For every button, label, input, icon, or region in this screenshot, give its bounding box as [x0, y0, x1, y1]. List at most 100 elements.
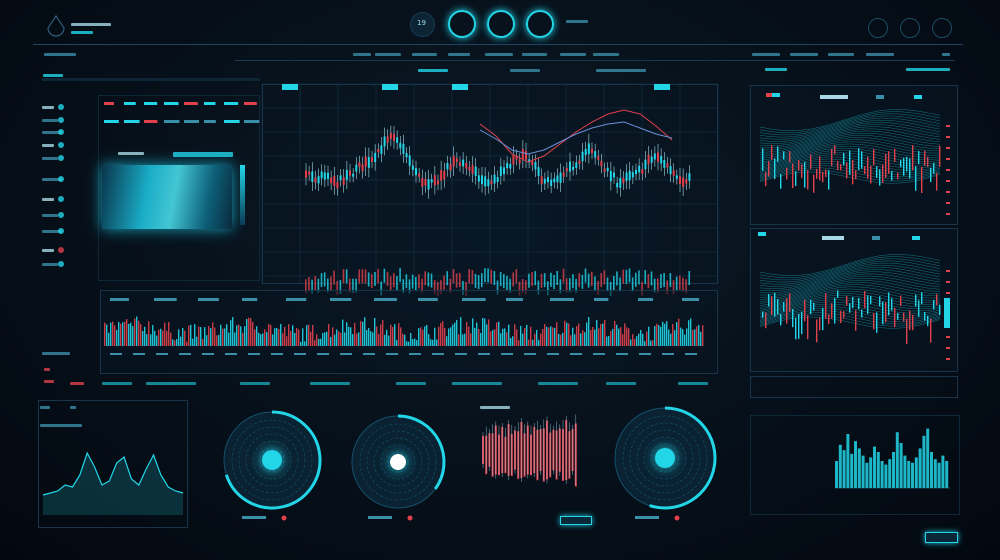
legend-item[interactable] [240, 382, 270, 385]
volume-bar [481, 273, 483, 288]
wave-icon[interactable] [526, 10, 554, 38]
volume-bar [660, 274, 662, 289]
volume-bar [383, 268, 386, 283]
gauge-inner-ring [380, 444, 416, 480]
volume-bar [240, 326, 242, 346]
legend-item[interactable] [310, 382, 350, 385]
tab[interactable] [828, 53, 854, 56]
gauge-inner-ring [366, 430, 430, 494]
candle [569, 161, 571, 172]
tab[interactable] [522, 53, 547, 56]
volume-bar [354, 322, 356, 346]
volume-bar [562, 268, 565, 283]
gauge-inner-ring [245, 433, 299, 487]
volume-bar [648, 326, 650, 346]
toolbar-item[interactable] [596, 69, 646, 72]
sidebar-item[interactable] [42, 214, 58, 217]
volume-bar [452, 324, 454, 346]
right-bottom-candle [894, 307, 896, 327]
tab[interactable] [485, 53, 513, 56]
volume-label [330, 298, 352, 301]
tab[interactable] [866, 53, 894, 56]
volume-bar [606, 277, 609, 292]
pulse-icon[interactable] [448, 10, 476, 38]
tab[interactable] [448, 53, 470, 56]
live-button[interactable] [925, 532, 958, 543]
sidebar-item[interactable] [42, 119, 58, 122]
volume-bar [575, 278, 577, 293]
volume-label [638, 298, 654, 301]
right-top-tick [946, 180, 950, 182]
filter-bar[interactable] [42, 78, 260, 81]
legend-item[interactable] [452, 382, 502, 385]
tab[interactable] [353, 53, 371, 56]
sidebar-item[interactable] [42, 131, 62, 134]
volume-bar [384, 334, 386, 346]
sidebar-item[interactable] [42, 144, 54, 147]
bell-icon[interactable] [900, 18, 920, 38]
legend-item[interactable] [102, 382, 132, 385]
red-bars-action[interactable] [560, 516, 592, 525]
badge-circle[interactable] [410, 12, 435, 37]
sidebar-item[interactable] [42, 249, 54, 252]
toolbar-item[interactable] [510, 69, 540, 72]
wave-icon[interactable] [487, 10, 515, 38]
volume-tick [317, 353, 329, 355]
volume-bar [292, 325, 294, 346]
sidebar-item[interactable] [42, 198, 54, 201]
volume-bar [411, 274, 414, 289]
volume-bar [569, 278, 571, 293]
volume-bar [592, 326, 594, 346]
legend-item[interactable] [396, 382, 426, 385]
sidebar-item[interactable] [42, 178, 62, 181]
volume-bar [427, 272, 430, 287]
sidebar-item[interactable] [42, 263, 58, 266]
toolbar-item[interactable] [418, 69, 448, 72]
tab[interactable] [752, 53, 780, 56]
tab[interactable] [560, 53, 586, 56]
volume-bar [330, 337, 332, 346]
chart-marker [654, 84, 670, 90]
legend-item[interactable] [678, 382, 708, 385]
right-bottom-candle [840, 310, 842, 324]
area-chart-panel [38, 400, 188, 528]
volume-bar [333, 270, 335, 285]
tab[interactable] [790, 53, 818, 56]
candle [474, 166, 477, 176]
tab[interactable] [593, 53, 619, 56]
legend-item[interactable] [538, 382, 578, 385]
right-bottom-candle [813, 302, 815, 311]
right-bottom-candle [888, 292, 890, 316]
volume-bar [404, 334, 406, 346]
sidebar-item[interactable] [42, 106, 54, 109]
tab[interactable] [412, 53, 437, 56]
settings-icon[interactable] [932, 18, 952, 38]
volume-bar [522, 333, 524, 346]
legend-item[interactable] [606, 382, 636, 385]
right-bottom-candle [831, 303, 833, 319]
right-top-candle [915, 166, 917, 191]
user-icon[interactable] [868, 18, 888, 38]
right-bottom-candle [915, 294, 917, 307]
right-top-wave [759, 122, 941, 144]
candle [411, 165, 414, 170]
volume-bar [552, 327, 554, 346]
sidebar-item[interactable] [42, 157, 58, 160]
right-bottom-candle [930, 318, 932, 343]
candle [380, 145, 383, 154]
volume-label [286, 298, 307, 301]
volume-bar [110, 322, 112, 346]
volume-bar [196, 336, 198, 346]
legend-item[interactable] [146, 382, 196, 385]
tab[interactable] [375, 53, 401, 56]
volume-label [462, 298, 486, 301]
volume-tick [639, 353, 651, 355]
right-top-candle [828, 170, 830, 190]
right-bottom-wave [759, 260, 941, 283]
volume-bar [468, 269, 471, 284]
tab[interactable] [942, 53, 950, 56]
right-top-candle [849, 150, 851, 175]
heatmap-title [118, 152, 144, 155]
volume-bar [490, 331, 492, 346]
sidebar-item[interactable] [42, 230, 62, 233]
